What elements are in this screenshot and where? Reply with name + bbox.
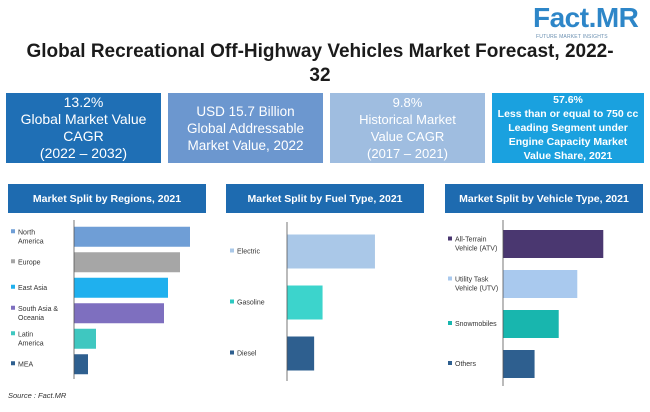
category-marker: [11, 361, 15, 366]
bar-5: [74, 354, 88, 375]
category-marker: [230, 350, 234, 355]
kpi-line: Less than or equal to 750 cc: [497, 108, 639, 120]
category-marker: [448, 361, 452, 365]
kpi-line: Market Value, 2022: [187, 137, 304, 153]
category-marker: [230, 248, 234, 253]
kpi-line: (2017 – 2021): [367, 146, 448, 161]
source-note: Source : Fact.MR: [8, 391, 67, 400]
category-label: Europe: [18, 259, 41, 266]
category-label: Utility Task: [455, 277, 489, 284]
kpi-addressable-value: USD 15.7 Billion Global Addressable Mark…: [168, 93, 323, 163]
regions-bar-chart: North America Europe East Asia South Asia & O…: [11, 220, 190, 379]
kpi-line: Value Share, 2021: [523, 150, 613, 162]
vehicle-bar-chart: All-Terrain Vehicle (ATV) Utility Task Vehi…: [448, 220, 604, 386]
category-label: Electric: [237, 249, 260, 256]
kpi-line: Historical Market: [359, 112, 456, 127]
category-label: America: [18, 238, 44, 245]
fuel-chart-title: Market Split by Fuel Type, 2021: [226, 184, 424, 213]
category-marker: [11, 305, 15, 310]
category-label: Others: [455, 361, 477, 368]
fuel-bar-chart: Electric Gasoline Diesel: [230, 222, 375, 381]
category-label: North: [18, 229, 35, 236]
bar-1: [74, 252, 180, 273]
page-title: Global Recreational Off-Highway Vehicles…: [26, 41, 614, 86]
category-label: Gasoline: [237, 300, 265, 307]
category-marker: [11, 284, 15, 289]
category-label: America: [18, 340, 44, 347]
bar-4: [74, 328, 96, 349]
category-marker: [448, 321, 452, 325]
kpi-line: CAGR: [63, 128, 104, 144]
category-label: MEA: [18, 361, 34, 368]
kpi-line: 13.2%: [63, 94, 104, 110]
bar-2: [74, 277, 168, 298]
bar-0: [287, 234, 375, 269]
vehicle-chart-title: Market Split by Vehicle Type, 2021: [445, 184, 643, 213]
bar-2: [287, 336, 315, 371]
category-label: South Asia &: [18, 306, 58, 313]
bar-1: [287, 285, 323, 320]
category-label: Vehicle (ATV): [455, 246, 497, 253]
kpi-line: 9.8%: [392, 95, 423, 110]
regions-chart-title: Market Split by Regions, 2021: [8, 184, 206, 213]
category-marker: [230, 299, 234, 304]
category-marker: [11, 331, 15, 336]
kpi-line: USD 15.7 Billion: [196, 103, 295, 119]
category-label: Oceania: [18, 315, 44, 322]
brand-name: Fact.MR: [533, 2, 639, 33]
category-marker: [11, 229, 15, 234]
kpi-leading-segment: 57.6% Less than or equal to 750 cc Leadi…: [492, 93, 644, 163]
bar-1: [503, 270, 578, 298]
kpi-line: Engine Capacity Market: [508, 136, 628, 148]
kpi-historical-cagr: 9.8% Historical Market Value CAGR (2017 …: [330, 93, 485, 163]
category-marker: [11, 259, 15, 264]
bar-3: [74, 303, 164, 324]
category-label: All-Terrain: [455, 237, 487, 244]
category-label: Latin: [18, 331, 33, 338]
kpi-line: Global Addressable: [186, 120, 305, 136]
category-marker: [448, 236, 452, 241]
bar-3: [503, 350, 535, 378]
kpi-line: 57.6%: [553, 94, 583, 106]
category-label: Snowmobiles: [455, 321, 497, 328]
bar-0: [74, 226, 190, 247]
kpi-line: Global Market Value: [20, 111, 147, 127]
bar-2: [503, 310, 559, 338]
brand-tagline: FUTURE MARKET INSIGHTS: [536, 34, 608, 40]
category-label: East Asia: [18, 285, 47, 292]
brand-logo: Fact.MR FUTURE MARKET INSIGHTS: [533, 2, 646, 40]
kpi-global-cagr: 13.2% Global Market Value CAGR (2022 – 2…: [6, 93, 161, 163]
category-marker: [448, 276, 452, 281]
kpi-line: (2022 – 2032): [39, 145, 128, 161]
kpi-line: Value CAGR: [370, 129, 445, 144]
kpi-line: Leading Segment under: [508, 122, 628, 134]
category-label: Vehicle (UTV): [455, 286, 498, 293]
category-label: Diesel: [237, 351, 257, 358]
bar-0: [503, 230, 604, 258]
